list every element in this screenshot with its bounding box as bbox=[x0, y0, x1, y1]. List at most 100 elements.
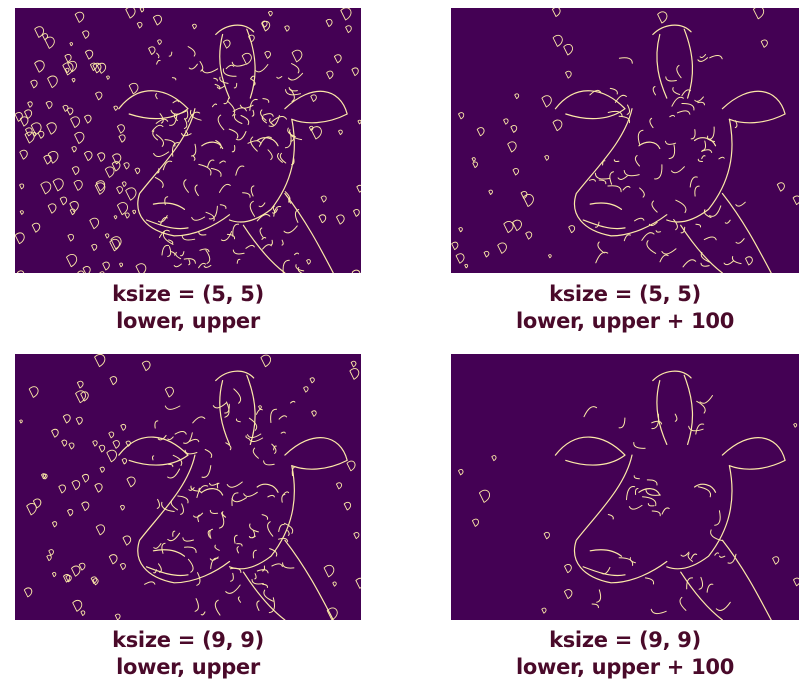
texture-edge bbox=[190, 485, 201, 492]
texture-edge bbox=[724, 219, 731, 224]
foliage-edge bbox=[15, 111, 23, 122]
giraffe-outline-edge bbox=[118, 90, 189, 120]
texture-edge bbox=[175, 251, 182, 260]
texture-edge bbox=[214, 544, 220, 551]
texture-edge bbox=[665, 76, 677, 82]
texture-edge bbox=[261, 565, 265, 572]
texture-edge bbox=[689, 176, 698, 188]
giraffe-edges-top-right bbox=[451, 8, 799, 273]
foliage-edge bbox=[563, 44, 573, 56]
foliage-edge bbox=[47, 203, 57, 214]
foliage-edge bbox=[126, 476, 136, 488]
texture-edge bbox=[168, 51, 173, 57]
texture-edge bbox=[267, 521, 274, 537]
foliage-edge bbox=[345, 25, 352, 34]
texture-edge bbox=[212, 103, 218, 108]
foliage-edge bbox=[67, 233, 75, 242]
texture-edge bbox=[188, 259, 191, 266]
foliage-edge bbox=[68, 442, 75, 450]
texture-edge bbox=[183, 258, 196, 264]
foliage-edge bbox=[67, 508, 74, 517]
foliage-edge bbox=[108, 431, 115, 439]
texture-edge bbox=[225, 64, 235, 70]
foliage-edge bbox=[71, 166, 80, 176]
foliage-edge bbox=[104, 233, 110, 239]
texture-edge bbox=[201, 68, 219, 74]
foliage-edge bbox=[15, 232, 25, 245]
texture-edge bbox=[682, 259, 697, 268]
texture-edge bbox=[697, 57, 708, 62]
foliage-edge bbox=[353, 209, 360, 217]
foliage-edge bbox=[503, 118, 509, 125]
texture-edge bbox=[294, 252, 299, 256]
texture-edge bbox=[219, 160, 226, 164]
texture-edge bbox=[225, 442, 232, 451]
texture-edge bbox=[247, 140, 262, 145]
texture-edge bbox=[263, 589, 274, 602]
texture-edge bbox=[236, 543, 243, 547]
texture-edge bbox=[701, 155, 706, 160]
texture-edge bbox=[706, 583, 714, 593]
texture-edge bbox=[177, 495, 189, 504]
texture-edge bbox=[216, 85, 225, 89]
texture-edge bbox=[249, 523, 259, 533]
texture-edge bbox=[157, 434, 167, 441]
texture-edge bbox=[277, 153, 283, 163]
foliage-edge bbox=[71, 77, 76, 83]
texture-edge bbox=[698, 576, 704, 590]
texture-edge bbox=[696, 400, 706, 414]
texture-edge bbox=[618, 115, 631, 124]
foliage-edge bbox=[64, 53, 72, 63]
giraffe-outline-edge bbox=[574, 108, 668, 237]
texture-edge bbox=[187, 558, 194, 573]
texture-edge bbox=[171, 77, 177, 81]
texture-edge bbox=[226, 481, 243, 488]
texture-edge bbox=[259, 227, 264, 238]
texture-edge bbox=[634, 217, 645, 222]
foliage-edge bbox=[525, 231, 533, 240]
texture-edge bbox=[236, 546, 239, 554]
texture-edge bbox=[198, 231, 207, 236]
texture-edge bbox=[198, 163, 212, 176]
texture-edge bbox=[260, 109, 267, 121]
foliage-edge bbox=[58, 484, 66, 494]
texture-edge bbox=[648, 221, 658, 227]
texture-edge bbox=[164, 139, 176, 147]
texture-edge bbox=[233, 388, 242, 404]
foliage-edge bbox=[343, 501, 352, 511]
texture-edge bbox=[680, 551, 690, 557]
texture-edge bbox=[291, 466, 297, 476]
giraffe-outline-edge bbox=[666, 118, 733, 223]
texture-edge bbox=[184, 546, 197, 553]
foliage-edge bbox=[84, 114, 92, 124]
foliage-edge bbox=[464, 263, 469, 269]
foliage-edge bbox=[124, 212, 130, 219]
texture-edge bbox=[180, 251, 185, 257]
foliage-edge bbox=[62, 414, 71, 424]
foliage-edge bbox=[46, 554, 52, 562]
texture-edge bbox=[187, 111, 201, 123]
giraffe-outline-edge bbox=[228, 118, 295, 223]
texture-edge bbox=[203, 264, 212, 268]
texture-edge bbox=[594, 221, 600, 228]
texture-edge bbox=[284, 132, 292, 149]
texture-edge bbox=[232, 223, 240, 237]
foliage-edge bbox=[95, 524, 106, 536]
texture-edge bbox=[242, 192, 251, 198]
foliage-edge bbox=[745, 256, 753, 266]
texture-edge bbox=[714, 552, 719, 556]
texture-edge bbox=[224, 403, 230, 414]
foliage-edge bbox=[19, 116, 29, 127]
foliage-edge bbox=[94, 483, 103, 493]
foliage-edge bbox=[336, 214, 345, 225]
foliage-edge bbox=[65, 574, 72, 583]
foliage-edge bbox=[46, 122, 57, 135]
texture-edge bbox=[703, 236, 717, 241]
texture-edge bbox=[288, 197, 292, 204]
texture-edge bbox=[155, 134, 164, 147]
texture-edge bbox=[219, 204, 227, 209]
texture-edge bbox=[268, 597, 275, 614]
texture-edge bbox=[233, 114, 243, 124]
texture-edge bbox=[196, 485, 209, 498]
foliage-edge bbox=[41, 473, 47, 480]
